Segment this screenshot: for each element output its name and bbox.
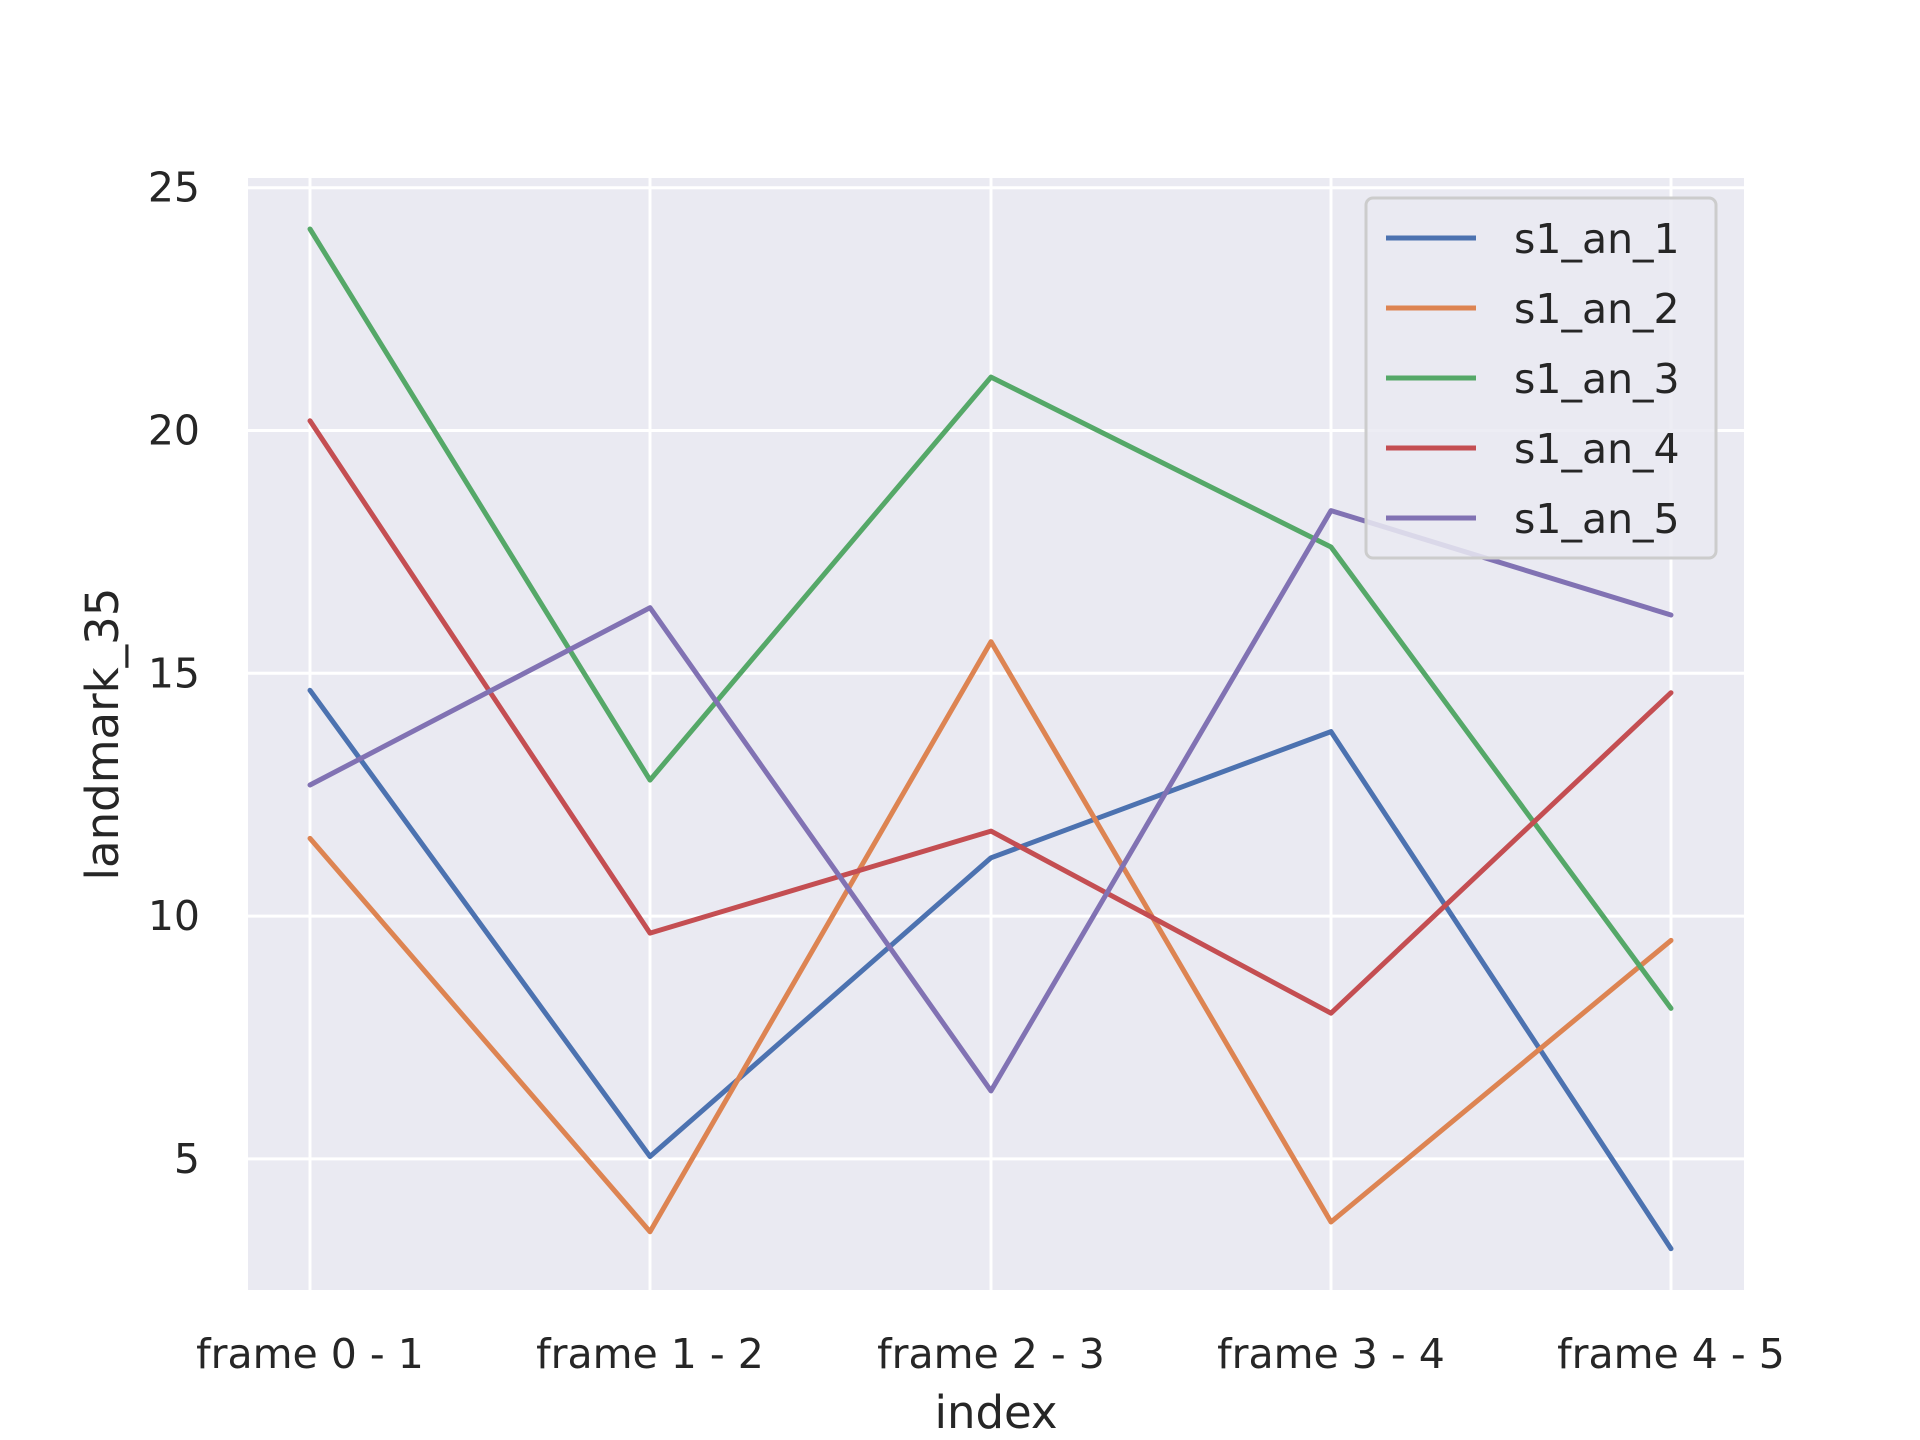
legend-entry: s1_an_5	[1514, 495, 1680, 543]
legend-entry: s1_an_3	[1514, 355, 1680, 403]
legend-entry: s1_an_1	[1514, 215, 1680, 263]
series-line-s1-an-2	[307, 639, 1674, 1235]
legend: s1_an_1 s1_an_2 s1_an_3 s1_an_4 s1_an_5	[1364, 196, 1718, 560]
legend-entry: s1_an_4	[1514, 425, 1680, 473]
x-tick-label: frame 2 - 3	[877, 1330, 1105, 1378]
x-tick-label: frame 4 - 5	[1557, 1330, 1785, 1378]
grid-lines	[248, 178, 1744, 1290]
x-axis-label: index	[934, 1386, 1057, 1439]
y-tick-label: 20	[148, 407, 200, 455]
legend-box	[1364, 196, 1718, 560]
x-tick-label: frame 3 - 4	[1217, 1330, 1445, 1378]
series-line-s1-an-3	[307, 226, 1674, 1011]
series-line-s1-an-4	[307, 418, 1674, 1016]
y-tick-label: 5	[174, 1135, 200, 1183]
y-axis-label: landmark_35	[76, 588, 129, 881]
x-tick-labels: frame 0 - 1 frame 1 - 2 frame 2 - 3 frame 3…	[196, 1330, 1785, 1378]
legend-entry: s1_an_2	[1514, 285, 1680, 333]
series-lines	[307, 226, 1674, 1252]
y-tick-labels: 5 10 15 20 25	[148, 164, 200, 1183]
y-tick-label: 15	[148, 649, 200, 697]
y-tick-label: 25	[148, 164, 200, 212]
y-tick-label: 10	[148, 892, 200, 940]
x-tick-label: frame 1 - 2	[536, 1330, 764, 1378]
x-tick-label: frame 0 - 1	[196, 1330, 424, 1378]
